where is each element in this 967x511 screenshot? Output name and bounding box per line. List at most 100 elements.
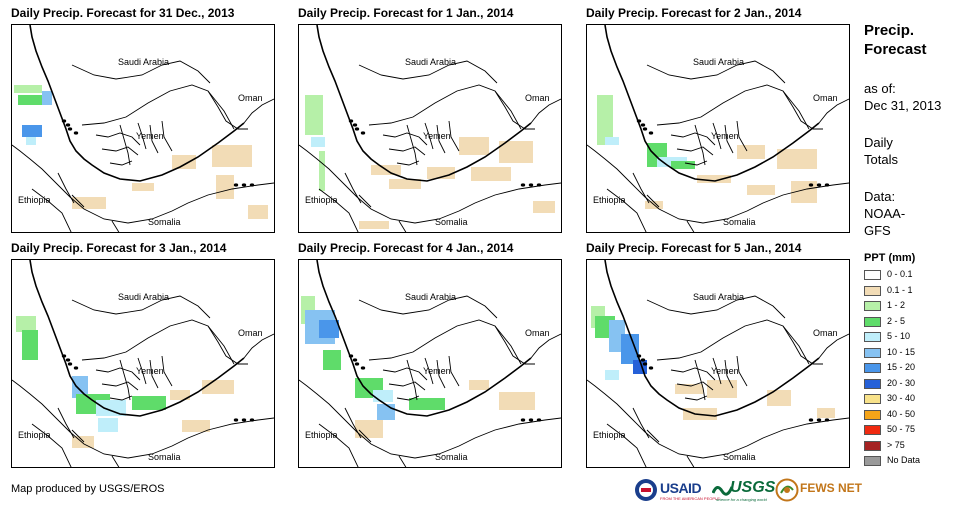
country-label-ethiopia: Ethiopia	[593, 195, 626, 205]
boundary-line	[31, 172, 120, 232]
island-mark	[61, 354, 67, 358]
precip-cell	[323, 350, 341, 370]
country-label-saudi: Saudi Arabia	[405, 57, 457, 67]
panel-title: Daily Precip. Forecast for 3 Jan., 2014	[11, 241, 227, 255]
data-line3: GFS	[864, 223, 891, 238]
island-mark	[816, 418, 822, 422]
precip-cell	[311, 137, 325, 147]
boundary-line	[358, 60, 498, 84]
precip-cell	[98, 418, 118, 432]
island-mark	[648, 366, 654, 370]
boundary-line	[656, 84, 823, 130]
legend-label: No Data	[887, 455, 921, 465]
legend-label: 50 - 75	[887, 424, 916, 434]
boundary-line	[29, 25, 245, 182]
boundary-line	[604, 25, 820, 182]
boundary-line	[81, 84, 248, 130]
legend-swatch	[864, 270, 881, 280]
panel-title: Daily Precip. Forecast for 31 Dec., 2013	[11, 6, 235, 20]
legend-swatch	[864, 409, 881, 420]
legend-swatch	[864, 363, 881, 373]
precip-cell	[132, 396, 166, 410]
precip-cell	[359, 221, 389, 229]
boundary-line	[818, 98, 849, 124]
island-mark	[67, 362, 73, 366]
legend-label: 15 - 20	[887, 362, 916, 372]
panel-title: Daily Precip. Forecast for 1 Jan., 2014	[298, 6, 514, 20]
boundary-line	[782, 90, 810, 130]
map-canvas	[12, 25, 274, 232]
heading-line1: Precip.	[864, 22, 915, 39]
precip-cell	[469, 380, 489, 390]
precip-cell	[22, 330, 38, 360]
island-mark	[241, 183, 247, 187]
daily-line1: Daily	[864, 135, 893, 150]
panel-title: Daily Precip. Forecast for 5 Jan., 2014	[586, 241, 802, 255]
country-label-saudi: Saudi Arabia	[405, 292, 457, 302]
legend-label: 40 - 50	[887, 408, 916, 419]
map-canvas	[299, 25, 561, 232]
country-label-oman: Oman	[238, 93, 263, 103]
forecast-map: Saudi Arabia Oman Yemen Ethiopia Somalia	[11, 24, 275, 233]
precip-cell	[459, 137, 489, 155]
boundary-line	[368, 84, 535, 130]
panel-title: Daily Precip. Forecast for 2 Jan., 2014	[586, 6, 802, 20]
legend-swatch	[864, 425, 881, 435]
boundary-line	[299, 144, 561, 224]
precip-cell	[817, 408, 835, 418]
island-mark	[360, 131, 366, 135]
legend-label: 2 - 5	[887, 315, 906, 326]
island-mark	[636, 354, 642, 358]
country-label-somalia: Somalia	[723, 452, 756, 462]
precip-cell	[202, 380, 234, 394]
country-label-yemen: Yemen	[711, 366, 739, 376]
island-mark	[348, 354, 354, 358]
boundary-line	[95, 120, 173, 166]
country-label-oman: Oman	[813, 328, 838, 338]
legend-label: 20 - 30	[887, 377, 916, 388]
precip-cell	[499, 141, 533, 163]
boundary-line	[530, 98, 561, 124]
precip-cell	[319, 320, 339, 338]
legend-swatch	[864, 456, 881, 466]
boundary-line	[299, 379, 561, 459]
island-mark	[61, 119, 67, 123]
country-label-somalia: Somalia	[148, 217, 181, 227]
usaid-seal-icon	[635, 479, 657, 501]
legend-swatch	[864, 440, 881, 451]
precip-cell	[697, 175, 731, 183]
forecast-map: Saudi Arabia Oman Yemen Ethiopia Somalia	[298, 259, 562, 468]
precip-cell	[170, 390, 190, 400]
country-label-saudi: Saudi Arabia	[693, 57, 745, 67]
legend-label: > 75	[887, 439, 905, 450]
boundary-line	[782, 325, 810, 365]
island-mark	[636, 119, 642, 123]
usaid-tagline: FROM THE AMERICAN PEOPLE	[660, 496, 720, 501]
island-mark	[65, 123, 71, 127]
boundary-line	[318, 407, 407, 467]
legend-swatch	[864, 347, 881, 358]
country-label-ethiopia: Ethiopia	[305, 430, 338, 440]
country-label-oman: Oman	[525, 93, 550, 103]
legend-swatch	[864, 332, 881, 342]
precip-cell	[373, 390, 393, 402]
precip-cell	[671, 161, 695, 169]
island-mark	[354, 362, 360, 366]
island-mark	[520, 418, 526, 422]
precip-cell	[533, 201, 555, 213]
boundary-line	[318, 172, 407, 232]
legend-swatch	[864, 285, 881, 296]
precip-cell	[182, 420, 210, 432]
precip-cell	[26, 137, 36, 145]
boundary-line	[670, 355, 748, 401]
island-mark	[241, 418, 247, 422]
country-label-ethiopia: Ethiopia	[18, 195, 51, 205]
precip-cell	[248, 205, 268, 219]
precip-cell	[42, 91, 52, 105]
fews-globe-icon	[775, 478, 799, 502]
boundary-line	[606, 407, 695, 467]
precip-cell	[132, 183, 154, 191]
island-mark	[642, 362, 648, 366]
island-mark	[65, 358, 71, 362]
precip-cell	[737, 145, 765, 159]
